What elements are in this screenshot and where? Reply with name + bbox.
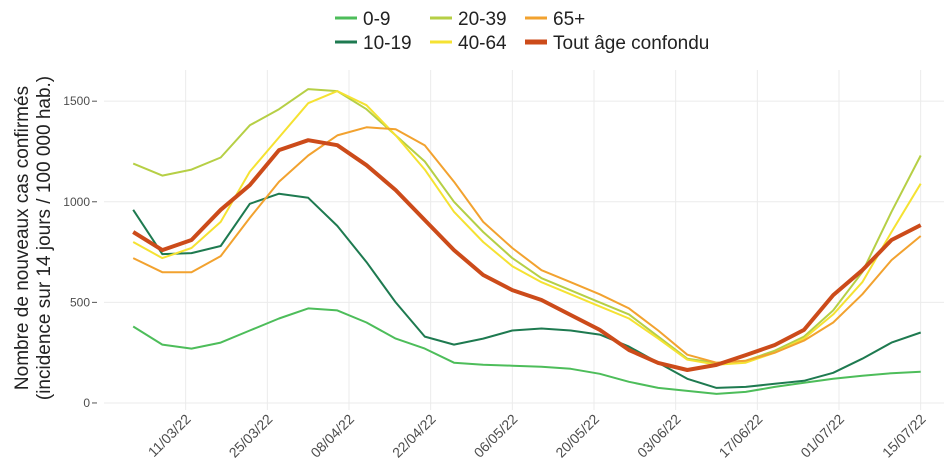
x-tick-label: 22/04/22 — [389, 411, 439, 461]
y-tick-label: 500 — [70, 295, 90, 309]
legend-label: 40-64 — [458, 33, 507, 54]
legend-label: Tout âge confondu — [553, 33, 709, 54]
x-tick-label: 17/06/22 — [716, 411, 766, 461]
x-tick-label: 01/07/22 — [797, 411, 847, 461]
x-tick-label: 03/06/22 — [634, 411, 684, 461]
series-line — [132, 90, 922, 366]
series-line — [132, 126, 922, 364]
series-line — [132, 192, 922, 389]
y-axis-title-line: Nombre de nouveaux cas confirmés — [12, 86, 33, 390]
legend-label: 10-19 — [363, 33, 412, 54]
x-tick-label: 15/07/22 — [879, 411, 929, 461]
y-tick-label: 1000 — [63, 195, 90, 209]
y-axis-title-line: (incidence sur 14 jours / 100 000 hab.) — [34, 76, 55, 400]
x-tick-label: 20/05/22 — [552, 411, 602, 461]
x-tick-label: 25/03/22 — [226, 411, 276, 461]
series-line — [132, 307, 921, 395]
legend-label: 20-39 — [458, 9, 507, 30]
y-tick-label: 0 — [83, 396, 90, 410]
series-line — [132, 138, 922, 372]
y-tick-label: 1500 — [63, 94, 90, 108]
x-tick-label: 06/05/22 — [471, 411, 521, 461]
x-tick-label: 08/04/22 — [307, 411, 357, 461]
series-line — [132, 88, 922, 364]
y-axis-title: Nombre de nouveaux cas confirmés (incide… — [12, 76, 55, 400]
legend-label: 65+ — [553, 9, 585, 30]
legend-label: 0-9 — [363, 9, 390, 30]
x-tick-label: 11/03/22 — [145, 411, 194, 460]
